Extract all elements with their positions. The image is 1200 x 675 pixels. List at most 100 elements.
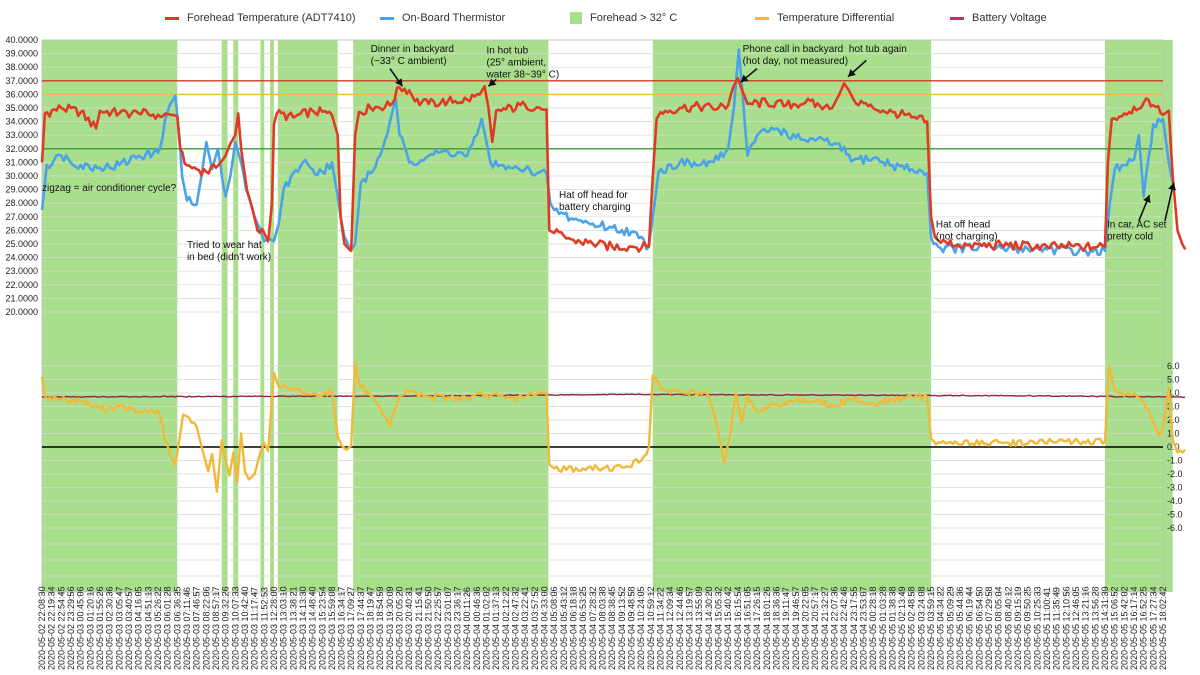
x-axis-tick-label: 2020-05-05 12:10:56 [1061, 586, 1071, 670]
left-axis-tick-label: 36.0000 [5, 89, 38, 99]
x-axis-tick-label: 2020-05-02 22:08:30 [37, 586, 47, 670]
left-axis-tick-label: 35.0000 [5, 103, 38, 113]
legend-label: Forehead Temperature (ADT7410) [187, 12, 356, 24]
x-axis-tick-label: 2020-05-03 21:50:50 [424, 586, 434, 670]
left-axis-tick-label: 39.0000 [5, 49, 38, 59]
legend-swatch [755, 16, 769, 20]
annotation-text: pretty cold [1107, 232, 1153, 243]
x-axis-tick-label: 2020-05-04 19:11:47 [781, 587, 791, 670]
x-axis-tick-label: 2020-05-05 11:35:49 [1052, 587, 1062, 670]
left-axis-tick-label: 25.0000 [5, 239, 38, 249]
left-axis-tick-label: 21.0000 [5, 293, 38, 303]
annotation-text: (hot day, not measured) [743, 56, 848, 67]
series-line-forehead [40, 76, 1187, 253]
annotation-arrowhead [847, 69, 856, 77]
annotation-text: In hot tub [487, 46, 529, 57]
x-axis-tick-label: 2020-05-03 19:30:09 [385, 586, 395, 670]
x-axis-tick-label: 2020-05-04 18:36:36 [771, 586, 781, 670]
annotation-text: Phone call in backyard [743, 44, 844, 55]
x-axis-tick-label: 2020-05-03 01:20:16 [85, 586, 95, 670]
x-axis-tick-label: 2020-05-03 05:26:22 [153, 586, 163, 670]
left-axis-tick-label: 23.0000 [5, 266, 38, 276]
band-forehead-over-32 [221, 40, 228, 592]
x-axis-tick-label: 2020-05-05 03:59:15 [926, 586, 936, 670]
x-axis-tick-label: 2020-05-03 22:25:57 [433, 586, 443, 670]
right-axis-tick-label: 5.0 [1167, 375, 1180, 385]
x-axis-tick-label: 2020-05-04 13:55:09 [694, 586, 704, 670]
annotation-arrowhead [1143, 195, 1151, 204]
x-axis-tick-label: 2020-05-03 08:22:06 [201, 586, 211, 670]
left-axis-tick-label: 30.0000 [5, 171, 38, 181]
x-axis-tick-label: 2020-05-04 05:43:12 [559, 586, 569, 670]
x-axis-tick-label: 2020-05-04 15:05:32 [713, 586, 723, 670]
annotation-text: (~33° C ambient) [371, 56, 447, 67]
x-axis-tick-label: 2020-05-05 17:27:34 [1148, 586, 1158, 670]
band-forehead-over-32 [233, 40, 239, 592]
right-axis-tick-label: -5.0 [1167, 510, 1183, 520]
x-axis-tick-label: 2020-05-05 09:50:25 [1023, 586, 1033, 670]
x-axis-tick-label: 2020-05-02 22:54:45 [56, 586, 66, 670]
x-axis-tick-label: 2020-05-03 15:23:54 [317, 586, 327, 670]
right-axis-tick-label: 2.0 [1167, 415, 1180, 425]
plot-frame [41, 39, 1164, 593]
x-axis-tick-label: 2020-05-04 02:12:22 [501, 586, 511, 670]
gridlines [42, 39, 1163, 593]
x-axis-tick-label: 2020-05-04 02:47:32 [511, 586, 521, 670]
x-axis-tick-label: 2020-05-04 18:01:26 [762, 586, 772, 670]
x-axis-tick-label: 2020-05-04 17:26:15 [752, 586, 762, 670]
x-axis-tick-label: 2020-05-03 23:36:17 [453, 586, 463, 670]
x-axis-tick-label: 2020-05-04 10:59:12 [646, 586, 656, 670]
annotation-text: battery charging [559, 202, 631, 213]
x-axis-tick-label: 2020-05-03 11:17:47 [250, 587, 260, 670]
x-axis-tick-label: 2020-05-05 01:03:28 [878, 586, 888, 670]
annotation-text: Dinner in backyard [371, 44, 454, 55]
x-axis-tick-label: 2020-05-03 23:01:07 [443, 586, 453, 670]
annotation-text: (not charging) [936, 232, 998, 243]
x-axis-tick-label: 2020-05-03 03:40:57 [124, 586, 134, 670]
x-axis-tick-label: 2020-05-04 04:33:00 [540, 586, 550, 670]
band-forehead-over-32 [260, 40, 265, 592]
x-axis-tick-label: 2020-05-04 08:38:45 [607, 586, 617, 670]
x-axis-tick-label: 2020-05-03 11:52:53 [259, 587, 269, 670]
annotation-text: Hat off head for [559, 190, 628, 201]
right-axis-tick-label: -1.0 [1167, 456, 1183, 466]
annotation-arrowhead [488, 78, 497, 87]
x-axis-tick-label: 2020-05-03 04:16:05 [134, 586, 144, 670]
x-axis-tick-label: 2020-05-04 00:46:36 [472, 586, 482, 670]
x-axis-tick-label: 2020-05-03 18:54:59 [375, 586, 385, 670]
x-axis-tick-label: 2020-05-05 18:02:42 [1158, 586, 1168, 670]
left-axis-tick-label: 34.0000 [5, 117, 38, 127]
x-axis-tick-label: 2020-05-02 22:19:34 [47, 586, 57, 670]
annotation-text: In car, AC set [1107, 220, 1167, 231]
x-axis-tick-label: 2020-05-03 07:46:57 [192, 586, 202, 670]
annotation-text: water 38~39° C) [486, 70, 560, 81]
x-axis-tick-label: 2020-05-04 20:22:05 [800, 586, 810, 670]
x-axis-tick-label: 2020-05-04 15:40:42 [723, 586, 733, 670]
x-axis-tick-label: 2020-05-04 10:24:05 [636, 586, 646, 670]
x-axis-tick-label: 2020-05-03 02:30:36 [105, 586, 115, 670]
right-axis-tick-label: -3.0 [1167, 483, 1183, 493]
x-axis-tick-label: 2020-05-04 06:53:25 [578, 586, 588, 670]
annotation-arrowhead [740, 74, 749, 83]
legend-label: Temperature Differential [777, 12, 895, 24]
x-axis-tick-label: 2020-05-04 23:17:55 [849, 586, 859, 670]
band-forehead-over-32 [652, 40, 932, 592]
x-axis-tick-label: 2020-05-05 05:44:36 [955, 586, 965, 670]
right-axis-tick-label: 6.0 [1167, 361, 1180, 371]
x-axis-tick-label: 2020-05-04 03:22:41 [520, 586, 530, 670]
x-axis-tick-label: 2020-05-05 08:05:04 [994, 586, 1004, 670]
annotation-text: in bed (didn't work) [187, 252, 271, 263]
x-axis-tick-label: 2020-05-04 07:28:32 [588, 586, 598, 670]
x-axis-tick-label: 2020-05-04 06:18:18 [569, 586, 579, 670]
band-forehead-over-32 [353, 40, 549, 592]
x-axis-tick-label: 2020-05-04 03:57:52 [530, 586, 540, 670]
band-forehead-over-32 [277, 40, 338, 592]
legend-item: Battery Voltage [950, 12, 1047, 24]
x-axis-tick-label: 2020-05-04 00:11:26 [462, 587, 472, 670]
x-axis-tick-label: 2020-05-04 08:03:38 [598, 586, 608, 670]
band-forehead-over-32 [270, 40, 274, 592]
x-axis-tick-label: 2020-05-04 09:13:52 [617, 586, 627, 670]
x-axis-tick-label: 2020-05-03 14:48:40 [308, 586, 318, 670]
x-axis-tick-label: 2020-05-03 07:11:46 [182, 587, 192, 670]
legend-label: Battery Voltage [972, 12, 1047, 24]
